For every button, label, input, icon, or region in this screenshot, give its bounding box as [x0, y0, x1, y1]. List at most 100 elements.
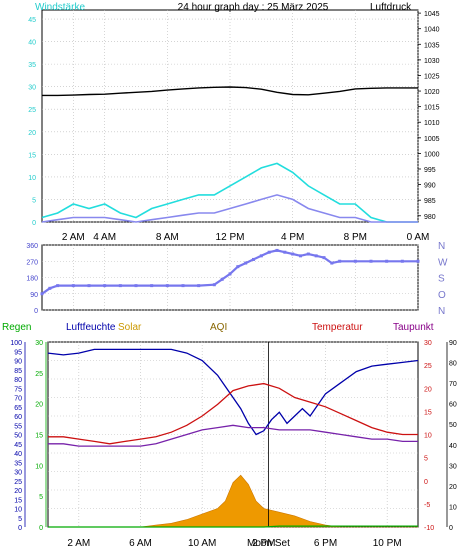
- humidity-axis-tick: 40: [14, 451, 22, 458]
- humidity-axis-tick: 15: [14, 497, 22, 504]
- wind-series-windböen: [41, 162, 418, 223]
- humidity-axis-tick: 10: [14, 507, 22, 514]
- humidity-axis-tick: 80: [14, 377, 22, 384]
- humidity-axis-tick: 0: [18, 525, 22, 532]
- temperature-axis-tick: -10: [424, 525, 434, 532]
- dewpoint-axis-tick: 70: [449, 381, 457, 388]
- direction-line: [41, 249, 418, 295]
- wind-x-tick: 0 AM: [407, 232, 430, 243]
- weather-x-tick: 6 AM: [129, 538, 152, 549]
- humidity-axis-tick: 50: [14, 433, 22, 440]
- humidity-axis-tick: 25: [14, 479, 22, 486]
- temperature-axis-tick: 10: [424, 433, 432, 440]
- dewpoint-axis-tick: 10: [449, 504, 457, 511]
- temperature-axis-tick: -5: [424, 502, 430, 509]
- direction-left-tick: 90: [30, 292, 38, 299]
- wind-left-tick: 40: [28, 40, 36, 47]
- humidity-axis-tick: 65: [14, 405, 22, 412]
- humidity-axis-tick: 70: [14, 396, 22, 403]
- humidity-axis-tick: 95: [14, 349, 22, 356]
- dewpoint-axis-tick: 20: [449, 484, 457, 491]
- dewpoint-axis-tick: 50: [449, 422, 457, 429]
- moon-set-label: Moon Set: [247, 538, 290, 549]
- humidity-axis-tick: 55: [14, 423, 22, 430]
- weather-series-regen: [48, 525, 418, 528]
- rain-axis-tick: 20: [35, 402, 43, 409]
- weather-x-tick: 10 PM: [373, 538, 402, 549]
- temperature-axis-tick: 30: [424, 340, 432, 347]
- humidity-axis-tick: 75: [14, 386, 22, 393]
- pressure-right-tick: 1035: [424, 42, 440, 49]
- wind-x-tick: 8 AM: [156, 232, 179, 243]
- weather-legend-label: Temperatur: [312, 322, 363, 333]
- weather-series-temperatur: [48, 382, 418, 445]
- solar-area: [48, 474, 418, 528]
- direction-left-tick: 270: [26, 259, 38, 266]
- humidity-axis-tick: 100: [10, 340, 22, 347]
- temperature-axis-tick: 15: [424, 409, 432, 416]
- wind-left-tick: 0: [32, 220, 36, 227]
- temperature-axis-tick: 20: [424, 386, 432, 393]
- direction-compass-label: N: [438, 306, 445, 317]
- rain-axis-tick: 25: [35, 371, 43, 378]
- direction-compass-label: N: [438, 241, 445, 252]
- dewpoint-axis-tick: 30: [449, 463, 457, 470]
- pressure-right-tick: 995: [424, 167, 436, 174]
- wind-left-tick: 35: [28, 62, 36, 69]
- rain-axis-tick: 5: [39, 494, 43, 501]
- wind-x-tick: 4 PM: [281, 232, 304, 243]
- weather-series-taupunkt: [48, 424, 418, 447]
- wind-x-tick: 2 AM: [62, 232, 85, 243]
- rain-axis-tick: 15: [35, 433, 43, 440]
- wind-left-tick: 10: [28, 175, 36, 182]
- dewpoint-axis-tick: 0: [449, 525, 453, 532]
- weather-legend-label: AQI: [210, 322, 227, 333]
- wind-x-tick: 4 AM: [93, 232, 116, 243]
- pressure-right-tick: 990: [424, 183, 436, 190]
- dewpoint-axis-tick: 90: [449, 340, 457, 347]
- temperature-axis-tick: 5: [424, 456, 428, 463]
- wind-x-tick: 8 PM: [344, 232, 367, 243]
- wind-left-tick: 5: [32, 197, 36, 204]
- direction-left-tick: 180: [26, 276, 38, 283]
- humidity-axis-tick: 35: [14, 460, 22, 467]
- wind-series-windgeschwindigkeit: [41, 194, 418, 223]
- pressure-right-tick: 1045: [424, 11, 440, 18]
- pressure-right-tick: 985: [424, 198, 436, 205]
- rain-axis-tick: 10: [35, 463, 43, 470]
- weather-legend-label: Taupunkt: [393, 322, 434, 333]
- weather-x-tick: 10 AM: [188, 538, 216, 549]
- humidity-axis-tick: 60: [14, 414, 22, 421]
- weather-x-tick: 2 PM: [252, 538, 275, 549]
- weather-series-luftfeuchte: [47, 348, 419, 436]
- pressure-right-tick: 1000: [424, 151, 440, 158]
- wind-left-tick: 20: [28, 130, 36, 137]
- humidity-axis-tick: 20: [14, 488, 22, 495]
- pressure-axis-label: Luftdruck: [370, 2, 412, 13]
- humidity-axis-tick: 5: [18, 516, 22, 523]
- wind-left-tick: 15: [28, 152, 36, 159]
- pressure-right-tick: 1020: [424, 89, 440, 96]
- humidity-axis-tick: 90: [14, 359, 22, 366]
- wind-left-tick: 30: [28, 85, 36, 92]
- pressure-right-tick: 1040: [424, 27, 440, 34]
- wind-series-luftdruck: [42, 86, 418, 97]
- weather-legend-label: Regen: [2, 322, 31, 333]
- wind-left-tick: 25: [28, 107, 36, 114]
- humidity-axis-tick: 45: [14, 442, 22, 449]
- direction-compass-label: O: [438, 290, 446, 301]
- wind-x-tick: 12 PM: [216, 232, 245, 243]
- humidity-axis-tick: 30: [14, 470, 22, 477]
- pressure-right-tick: 1030: [424, 58, 440, 65]
- wind-axis-label: Windstärke: [35, 2, 85, 13]
- rain-axis-tick: 0: [39, 525, 43, 532]
- direction-compass-label: W: [438, 257, 448, 268]
- pressure-right-tick: 1010: [424, 120, 440, 127]
- temperature-axis-tick: 25: [424, 363, 432, 370]
- weather-x-tick: 2 AM: [67, 538, 90, 549]
- wind-chart-title: 24 hour graph day : 25 März 2025: [178, 2, 329, 13]
- pressure-right-tick: 1015: [424, 105, 440, 112]
- dewpoint-axis-tick: 40: [449, 443, 457, 450]
- pressure-right-tick: 1005: [424, 136, 440, 143]
- rain-axis-tick: 30: [35, 340, 43, 347]
